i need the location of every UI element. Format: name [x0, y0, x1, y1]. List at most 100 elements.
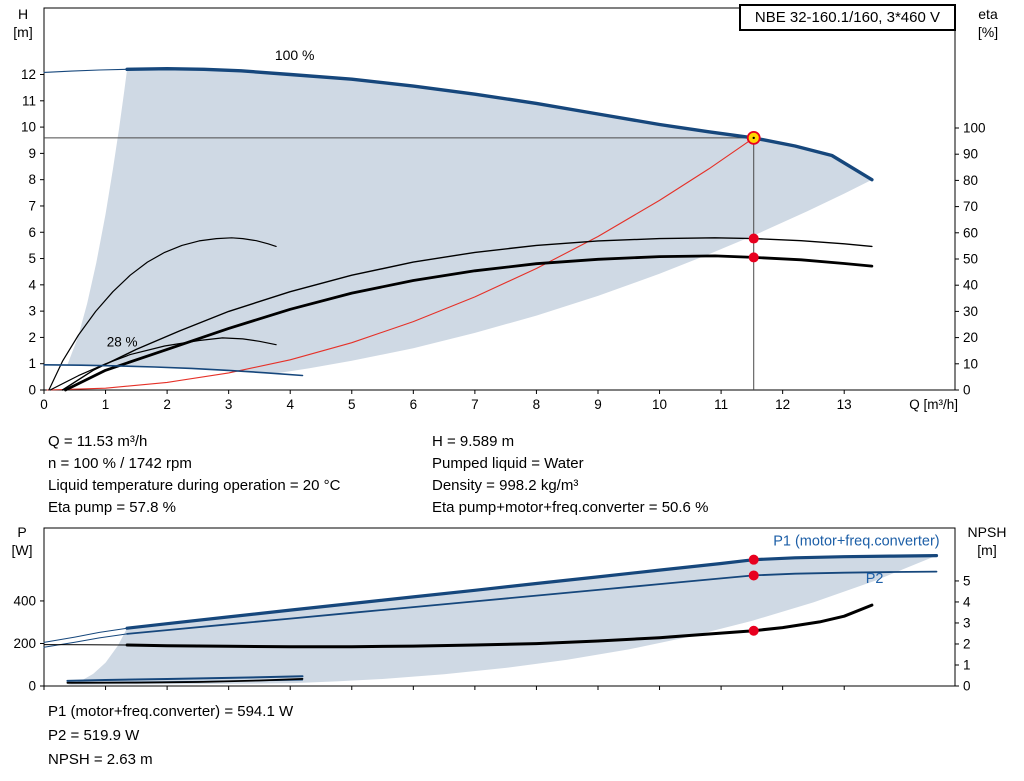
head-x-tick-label: 9 [594, 397, 602, 412]
pump-model-box: NBE 32-160.1/160, 3*460 V [738, 4, 956, 31]
head-yright-tick-label: 10 [963, 356, 978, 371]
head-left-axis-symbol: H [17, 6, 29, 22]
head-yleft-tick-label: 8 [28, 172, 36, 187]
power-right-axis-label: NPSH [m] [956, 523, 1018, 559]
power-yright-tick-label: 1 [963, 657, 971, 672]
head-yleft-tick-label: 9 [28, 146, 36, 161]
power-yright-tick-label: 3 [963, 615, 971, 630]
head-x-tick-label: 4 [286, 397, 294, 412]
head-yleft-tick-label: 1 [28, 356, 36, 371]
head-x-tick-label: 5 [348, 397, 356, 412]
head-yleft-tick-label: 11 [22, 93, 36, 108]
power-yright-tick-label: 2 [963, 636, 971, 651]
head-yright-tick-label: 60 [963, 225, 978, 240]
head-yleft-tick-label: 7 [28, 198, 36, 213]
info-line-temperature: Liquid temperature during operation = 20… [48, 477, 341, 494]
head-right-axis-unit: [%] [977, 24, 999, 40]
head-chart: 0 1 2 3 4 5 6 7 8 9 10 11 12 13 Q [m³/h]01234567891011… [21, 7, 986, 412]
info-line-head: H = 9.589 m [432, 433, 515, 450]
info-line-q: Q = 11.53 m³/h [48, 433, 148, 450]
duty-point-marker-center [752, 136, 755, 140]
head-x-tick-label: 2 [163, 397, 171, 412]
p1-curve-thin [43, 627, 128, 643]
head-right-axis-symbol: eta [978, 6, 998, 22]
power-left-axis-symbol: P [17, 524, 27, 540]
info-line-liquid: Pumped liquid = Water [432, 455, 584, 472]
head-yright-tick-label: 80 [963, 173, 978, 188]
power-operating-envelope [67, 555, 937, 685]
head-yright-tick-label: 90 [963, 147, 978, 162]
head-plot-frame [43, 7, 956, 391]
p2-marker [748, 570, 759, 581]
speed-100-label: 100 % [275, 47, 315, 63]
pump-curve-28-percent [43, 364, 304, 377]
head-x-tick-label: 13 [837, 397, 852, 412]
power-yleft-tick-label: 200 [13, 636, 36, 651]
power-yright-tick-label: 5 [963, 573, 971, 588]
eta-total-marker [748, 252, 759, 263]
power-left-axis-unit: [W] [11, 542, 33, 558]
eta-pump-curve [61, 237, 873, 391]
p2-curve [126, 570, 938, 635]
power-left-axis-label: P [W] [4, 523, 40, 559]
head-yleft-tick-label: 10 [21, 120, 36, 135]
head-yleft-tick-label: 5 [28, 251, 36, 266]
head-yleft-tick-label: 0 [28, 383, 36, 398]
duty-info-left: Q = 11.53 m³/h n = 100 % / 1742 rpm Liqu… [48, 431, 340, 519]
info-line-eta-pump: Eta pump = 57.8 % [48, 499, 176, 516]
power-info-block: P1 (motor+freq.converter) = 594.1 W P2 =… [48, 700, 293, 772]
head-yleft-tick-label: 2 [28, 330, 36, 345]
p1-curve [125, 554, 939, 630]
power-plot-frame [43, 527, 956, 687]
eta-pump-marker [748, 233, 759, 244]
npsh-curve [125, 603, 874, 649]
eta-total-curve [64, 254, 874, 392]
head-operating-envelope [67, 68, 872, 374]
head-x-axis-title: Q [m³/h] [909, 397, 958, 412]
eta-pump-28-curve [48, 237, 277, 391]
head-x-tick-label: 10 [652, 397, 667, 412]
head-x-tick-label: 7 [471, 397, 479, 412]
head-yleft-tick-label: 4 [28, 277, 36, 292]
head-yleft-tick-label: 12 [21, 67, 36, 82]
pump-curve-100-thin [43, 68, 128, 73]
npsh-marker [748, 625, 759, 636]
head-yright-tick-label: 20 [963, 330, 978, 345]
head-yleft-tick-label: 3 [28, 304, 36, 319]
head-x-tick-label: 0 [40, 397, 48, 412]
info-line-eta-total: Eta pump+motor+freq.converter = 50.6 % [432, 499, 709, 516]
power-chart: 0 200 400 0 1 2 3 4 5 P1 (motor+freq.converter) P2 [13, 527, 971, 694]
duty-info-right: H = 9.589 m Pumped liquid = Water Densit… [432, 431, 708, 519]
p1-marker [748, 554, 759, 565]
head-x-tick-label: 1 [102, 397, 110, 412]
info-line-npsh: NPSH = 2.63 m [48, 751, 153, 768]
power-yleft-tick-label: 400 [13, 593, 36, 608]
power-right-axis-unit: [m] [977, 542, 997, 558]
power-yright-tick-label: 4 [963, 594, 971, 609]
pump-curve-100-percent [125, 67, 874, 182]
head-yright-tick-label: 40 [963, 278, 978, 293]
head-yright-tick-label: 50 [963, 251, 978, 266]
info-line-p2: P2 = 519.9 W [48, 727, 140, 744]
speed-28-label: 28 % [107, 335, 138, 350]
power-yleft-tick-label: 0 [28, 679, 36, 694]
head-yright-tick-label: 100 [963, 120, 986, 135]
head-x-tick-label: 6 [410, 397, 418, 412]
head-left-axis-label: H [m] [6, 5, 40, 41]
power-yright-tick-label: 0 [963, 679, 971, 694]
system-curve [46, 137, 755, 391]
head-yright-tick-label: 70 [963, 199, 978, 214]
head-x-tick-label: 12 [775, 397, 790, 412]
info-line-density: Density = 998.2 kg/m³ [432, 477, 579, 494]
p1-curve-label: P1 (motor+freq.converter) [773, 534, 939, 550]
head-left-axis-unit: [m] [13, 24, 33, 40]
head-x-tick-label: 3 [225, 397, 233, 412]
head-yright-tick-label: 0 [963, 383, 971, 398]
info-line-speed: n = 100 % / 1742 rpm [48, 455, 192, 472]
head-right-axis-label: eta [%] [966, 5, 1010, 41]
head-x-tick-label: 11 [714, 397, 728, 412]
head-x-tick-label: 8 [533, 397, 541, 412]
npsh-28-curve [66, 678, 304, 684]
